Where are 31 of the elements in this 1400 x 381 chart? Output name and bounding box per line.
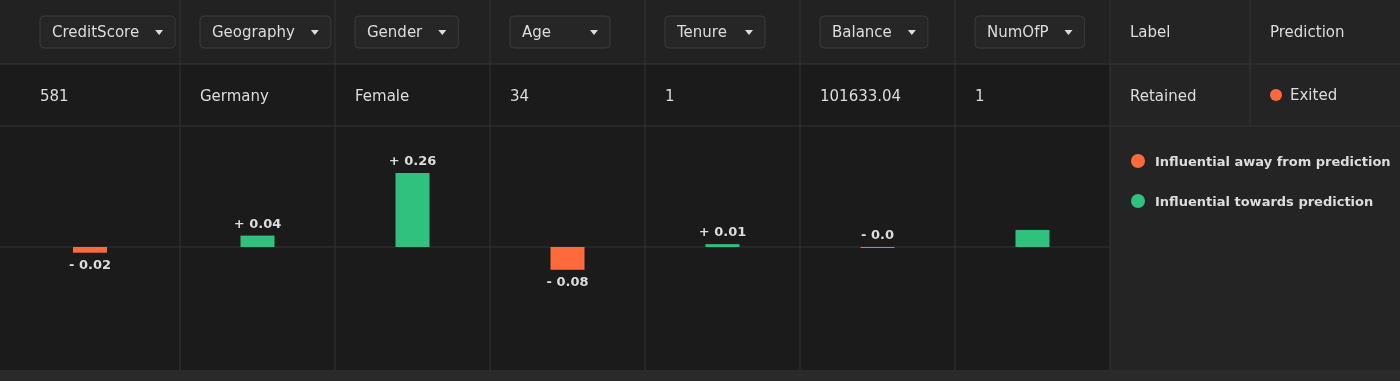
x-tick-label: Balance	[832, 23, 892, 41]
x-tick-label: Tenure	[676, 23, 727, 41]
x-tick-label: Age	[522, 23, 552, 41]
data-label: - 0.02	[69, 256, 111, 272]
text: Label	[1130, 23, 1171, 41]
bar	[550, 247, 585, 270]
x-tick-label: Geography	[212, 23, 295, 41]
text: Exited	[1290, 86, 1338, 104]
data-label: + 0.04	[233, 215, 282, 231]
bar	[395, 173, 430, 247]
bar	[240, 235, 275, 247]
data-label: + 0.26	[388, 153, 437, 168]
text: Germany	[200, 87, 270, 105]
data-label: - 0.0	[861, 227, 894, 242]
text: 581	[40, 87, 69, 105]
text: 34	[510, 87, 530, 105]
data-label: - 0.08	[546, 273, 589, 289]
text: 1	[975, 87, 985, 105]
text: Female	[355, 87, 410, 105]
data-label: + 0.01	[698, 224, 747, 240]
text: Prediction	[1270, 23, 1345, 41]
text: 1	[665, 87, 675, 105]
x-tick-label: NumOfP	[987, 23, 1049, 41]
legend-label: Influential towards prediction	[1155, 194, 1374, 209]
x-tick-label: CreditScore	[52, 23, 140, 41]
text: Retained	[1130, 87, 1197, 105]
x-tick-label: Gender	[367, 23, 424, 41]
legend-label: Influential away from prediction	[1155, 154, 1391, 169]
bar	[1015, 229, 1050, 247]
text: 101633.04	[820, 87, 902, 105]
bar	[705, 244, 740, 247]
